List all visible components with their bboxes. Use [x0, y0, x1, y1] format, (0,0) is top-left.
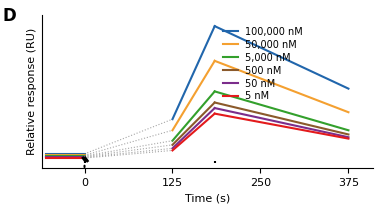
Text: D: D [3, 7, 16, 25]
Y-axis label: Relative response (RU): Relative response (RU) [27, 28, 37, 155]
X-axis label: Time (s): Time (s) [185, 193, 230, 203]
Legend: 100,000 nM, 50,000 nM, 5,000 nM, 500 nM, 50 nM, 5 nM: 100,000 nM, 50,000 nM, 5,000 nM, 500 nM,… [219, 23, 307, 105]
